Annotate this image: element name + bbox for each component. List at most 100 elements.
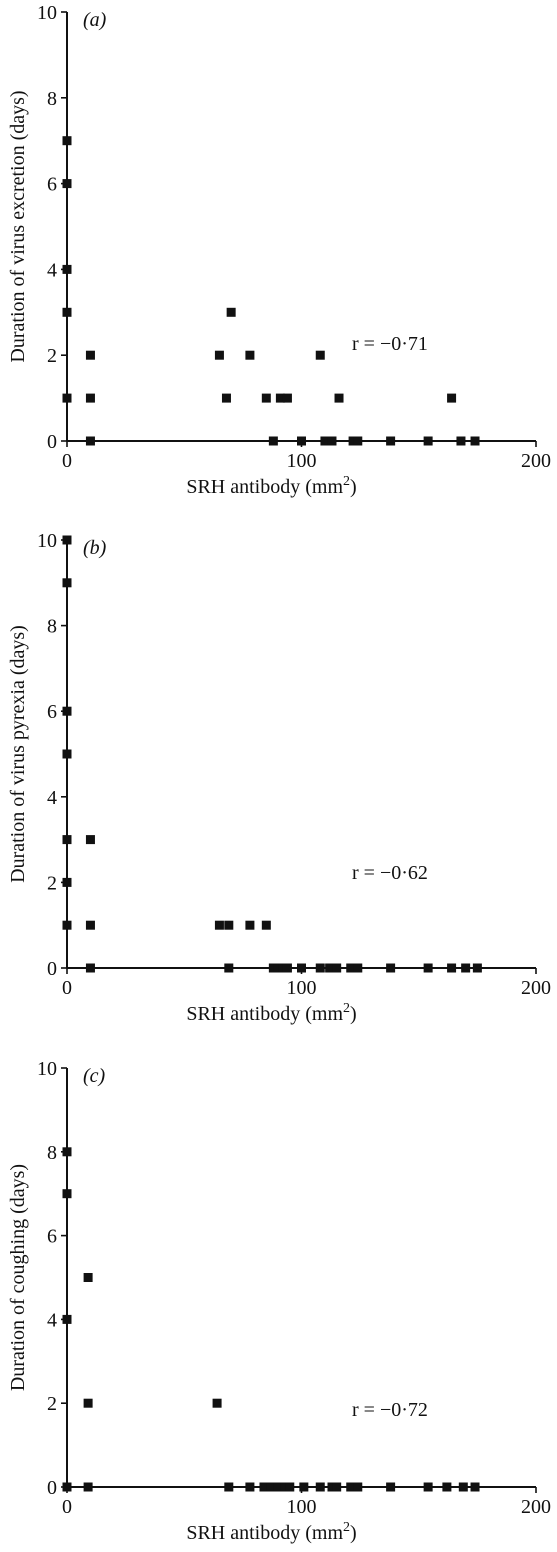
data-point <box>214 350 224 360</box>
data-point <box>62 920 72 930</box>
data-point <box>423 436 433 446</box>
data-point <box>346 963 356 973</box>
y-tick-label: 6 <box>47 1226 57 1248</box>
data-point <box>85 393 95 403</box>
panel-label: (b) <box>83 537 107 559</box>
data-point <box>261 920 271 930</box>
y-tick-label: 2 <box>47 345 57 367</box>
data-point <box>386 1482 396 1492</box>
y-tick-label: 4 <box>47 787 57 809</box>
data-point <box>83 1273 93 1282</box>
data-point <box>325 963 335 973</box>
data-point <box>261 393 271 403</box>
data-point <box>456 436 466 446</box>
data-point <box>245 920 255 930</box>
data-point <box>315 350 325 360</box>
data-point <box>268 436 278 446</box>
data-point <box>214 920 224 930</box>
data-point <box>85 350 95 360</box>
data-point <box>85 835 95 845</box>
data-point <box>327 1482 337 1492</box>
data-point <box>83 1482 93 1492</box>
data-point <box>212 1398 222 1408</box>
data-point <box>346 1482 356 1492</box>
data-point <box>83 1398 93 1408</box>
data-point <box>273 963 283 973</box>
data-point <box>62 835 72 845</box>
x-tick-label: 0 <box>62 450 72 472</box>
data-point <box>268 963 278 973</box>
y-tick-label: 10 <box>37 2 57 24</box>
data-point <box>266 1482 276 1492</box>
data-point <box>62 136 72 146</box>
data-point <box>327 436 337 446</box>
y-tick-label: 2 <box>47 1393 57 1415</box>
data-point <box>62 1189 72 1199</box>
y-axis-label: Duration of coughing (days) <box>7 1164 29 1391</box>
data-point <box>461 963 471 973</box>
data-point <box>62 749 72 759</box>
panel-label: (a) <box>83 9 107 31</box>
data-point <box>62 307 72 317</box>
correlation-annotation: r = −0·72 <box>352 1399 428 1421</box>
data-point <box>332 1482 342 1492</box>
data-point <box>62 578 72 588</box>
data-point <box>297 963 306 973</box>
data-point <box>62 1482 72 1492</box>
data-point <box>423 1482 433 1492</box>
y-tick-label: 0 <box>47 958 57 980</box>
data-point <box>442 1482 452 1492</box>
data-point <box>353 1482 363 1492</box>
y-tick-label: 10 <box>37 530 57 552</box>
x-tick-label: 200 <box>521 1496 551 1518</box>
data-point <box>297 436 306 446</box>
y-tick-label: 8 <box>47 616 57 638</box>
y-tick-label: 8 <box>47 88 57 110</box>
y-axis-label: Duration of virus excretion (days) <box>7 90 29 362</box>
data-point <box>259 1482 269 1492</box>
data-point <box>85 920 95 930</box>
data-point <box>85 436 95 446</box>
y-tick-label: 8 <box>47 1142 57 1164</box>
data-point <box>282 963 292 973</box>
data-point <box>62 1147 72 1157</box>
data-point <box>332 963 342 973</box>
data-point <box>334 393 344 403</box>
y-tick-label: 0 <box>47 1477 57 1499</box>
data-point <box>353 963 363 973</box>
data-point <box>278 963 288 973</box>
data-point <box>470 1482 480 1492</box>
x-tick-label: 100 <box>287 977 317 999</box>
data-point <box>348 436 358 446</box>
data-point <box>273 1482 283 1492</box>
data-point <box>470 436 480 446</box>
y-tick-label: 6 <box>47 174 57 196</box>
data-point <box>62 535 72 545</box>
x-tick-label: 100 <box>287 450 317 472</box>
data-point <box>85 963 95 973</box>
data-point <box>447 393 457 403</box>
data-point <box>226 307 236 317</box>
y-axis-label: Duration of virus pyrexia (days) <box>7 625 29 883</box>
x-axis-label: SRH antibody (mm2) <box>186 1520 356 1544</box>
data-point <box>472 963 482 973</box>
y-tick-label: 10 <box>37 1058 57 1080</box>
correlation-annotation: r = −0·62 <box>352 862 428 884</box>
panel-label: (c) <box>83 1065 106 1087</box>
data-point <box>386 436 396 446</box>
data-point <box>245 350 255 360</box>
data-point <box>62 877 72 887</box>
data-point <box>62 1314 72 1324</box>
data-point <box>245 1482 255 1492</box>
x-tick-label: 100 <box>287 1496 317 1518</box>
y-tick-label: 4 <box>47 1309 57 1331</box>
data-point <box>221 393 231 403</box>
data-point <box>315 1482 325 1492</box>
data-point <box>285 1482 295 1492</box>
data-point <box>62 179 72 189</box>
data-point <box>353 436 363 446</box>
y-tick-label: 2 <box>47 872 57 894</box>
